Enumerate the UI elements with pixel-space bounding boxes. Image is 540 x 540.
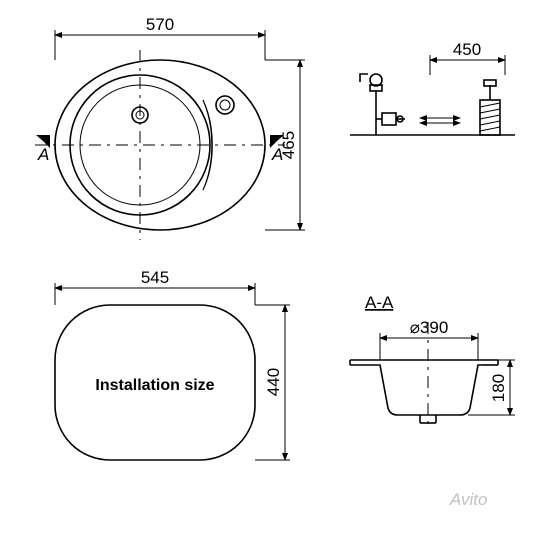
dim-450: 450 [453, 40, 481, 59]
top-view: 570 465 A A [35, 15, 305, 240]
dim-440: 440 [264, 368, 283, 396]
double-arrow-icon [420, 118, 460, 123]
dim-570: 570 [146, 15, 174, 34]
installation-view: Installation size 545 440 [55, 268, 290, 460]
svg-text:A: A [271, 145, 283, 164]
dim-diameter: ⌀390 [410, 318, 449, 337]
watermark: Avito [449, 490, 488, 509]
dim-180: 180 [489, 374, 508, 402]
section-view: A-A ⌀390 180 [350, 293, 515, 430]
plumbing-icon: 450 [350, 40, 515, 135]
section-label: A-A [365, 293, 394, 312]
section-mark-left: A [36, 135, 50, 164]
cabinet-edge-icon [480, 80, 500, 135]
installation-label: Installation size [95, 377, 214, 394]
siphon-icon [360, 74, 405, 135]
dim-545: 545 [141, 268, 169, 287]
svg-text:A: A [37, 145, 49, 164]
